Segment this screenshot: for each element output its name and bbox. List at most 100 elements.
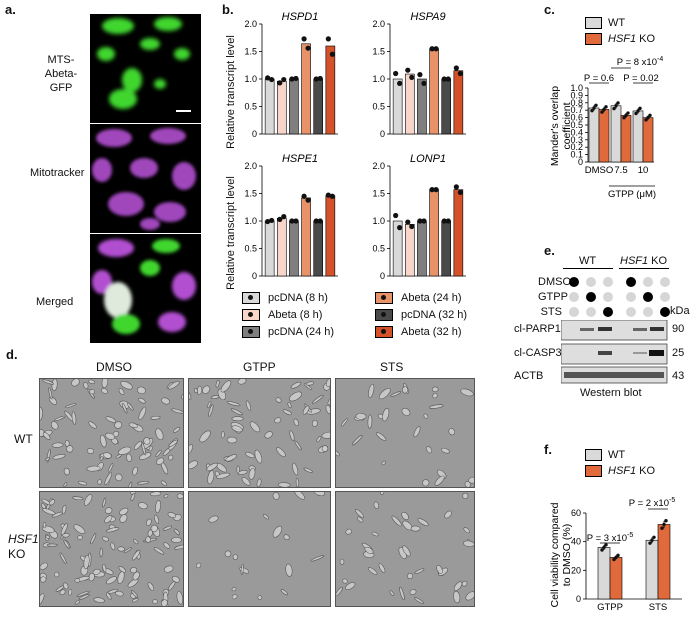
dot-on xyxy=(569,277,579,287)
cell xyxy=(146,518,152,526)
cell xyxy=(48,387,53,400)
bar-abeta-24-h- xyxy=(429,189,439,277)
y-tick-label: 2.0 xyxy=(244,161,257,171)
bar-abeta-24-h- xyxy=(429,48,439,135)
legend-item-abeta-32-h-: Abeta (32 h) xyxy=(375,326,462,338)
y-tick-label: 0 xyxy=(252,271,257,281)
legend-item-pcdna-24-h-: pcDNA (24 h) xyxy=(242,326,334,338)
cell xyxy=(171,408,183,414)
cell xyxy=(462,492,469,500)
cell xyxy=(220,380,232,393)
data-point xyxy=(393,70,399,77)
cell xyxy=(93,597,105,603)
y-tick-label: 1.0 xyxy=(372,216,385,226)
chart-manders: 00.10.20.30.40.50.60.70.80.91.0 DMSO 7.5 10… xyxy=(549,56,663,200)
bar-pcdna-24-h- xyxy=(289,78,299,135)
cell xyxy=(89,389,95,395)
panel-letter-f: f. xyxy=(544,442,552,457)
cell xyxy=(401,407,411,416)
cell xyxy=(127,402,134,411)
cell xyxy=(282,409,292,416)
cell xyxy=(303,467,313,473)
micrograph-gfp xyxy=(90,14,201,123)
data-point xyxy=(397,225,403,231)
data-point xyxy=(277,216,283,222)
y-tick-label: 60 xyxy=(571,508,581,518)
cell xyxy=(367,414,373,429)
cell xyxy=(60,523,68,536)
dot-on xyxy=(660,307,670,317)
phase-image-wt-gtpp xyxy=(188,378,331,488)
cell xyxy=(63,482,68,487)
cell xyxy=(99,547,103,558)
cell xyxy=(378,563,386,574)
bar-pcdna-32-h- xyxy=(441,78,452,135)
cell xyxy=(174,544,183,550)
data-point xyxy=(604,543,608,547)
dot-off xyxy=(643,307,653,317)
treatment-label-sts: STS xyxy=(540,306,562,318)
cell xyxy=(40,593,45,606)
x-tick-label: 10 xyxy=(638,165,649,176)
cell xyxy=(138,502,148,510)
cell xyxy=(118,566,127,573)
cell xyxy=(378,388,391,400)
bar-abeta-24-h- xyxy=(301,197,311,277)
cell xyxy=(432,393,438,399)
cell xyxy=(311,394,324,404)
cell xyxy=(289,430,295,441)
cell xyxy=(90,533,97,545)
cell xyxy=(171,575,180,583)
cell xyxy=(283,534,290,541)
cell xyxy=(389,590,395,596)
chart-title: HSPE1 xyxy=(282,153,318,165)
treatment-dot-matrix xyxy=(569,277,670,317)
cell xyxy=(150,415,161,420)
cell xyxy=(99,434,107,448)
cell xyxy=(429,404,444,409)
cell xyxy=(78,594,90,600)
bar-hsf1-ko-7-5 xyxy=(620,115,632,163)
y-tick-label: 0.5 xyxy=(372,102,385,112)
cell xyxy=(189,391,192,400)
cell xyxy=(167,512,177,518)
bar-pcdna-32-h- xyxy=(313,78,324,135)
data-point xyxy=(325,36,331,42)
cell xyxy=(119,514,128,523)
cell xyxy=(160,599,168,606)
data-point xyxy=(592,106,596,110)
data-point xyxy=(409,74,415,80)
cell xyxy=(276,447,286,458)
legend-item-pcdna-8-h-: pcDNA (8 h) xyxy=(242,292,328,304)
cell xyxy=(199,430,211,443)
data-point xyxy=(433,46,439,52)
data-point xyxy=(664,519,668,523)
cell xyxy=(351,435,363,446)
legend-item-abeta-8-h-: Abeta (8 h) xyxy=(242,309,322,321)
cell xyxy=(274,417,282,424)
cell xyxy=(197,385,203,396)
x-tick-label: 7.5 xyxy=(614,165,627,176)
y-tick-label: 1.0 xyxy=(244,216,257,226)
treatment-label-dmso: DMSO xyxy=(538,276,571,288)
bar-abeta-8-h- xyxy=(404,224,415,277)
cell xyxy=(136,481,150,485)
cell xyxy=(50,421,59,430)
micrograph-merged xyxy=(90,234,201,343)
panel-b-ylabel-bottom: Relative transcript level xyxy=(225,176,237,290)
cell xyxy=(453,581,463,591)
data-point xyxy=(421,80,427,86)
cell xyxy=(133,440,143,450)
cell xyxy=(126,453,132,462)
col-label-dmso: DMSO xyxy=(96,360,132,374)
cell xyxy=(45,535,50,539)
y-tick-label: 0 xyxy=(380,271,385,281)
cell xyxy=(117,446,132,455)
y-tick-label: 1.0 xyxy=(372,74,385,84)
cell xyxy=(410,525,421,532)
cell xyxy=(208,515,219,523)
y-tick-label: 0.5 xyxy=(570,120,583,130)
phase-image-ko-gtpp xyxy=(188,491,331,607)
cell xyxy=(448,428,456,436)
cell xyxy=(305,381,315,386)
